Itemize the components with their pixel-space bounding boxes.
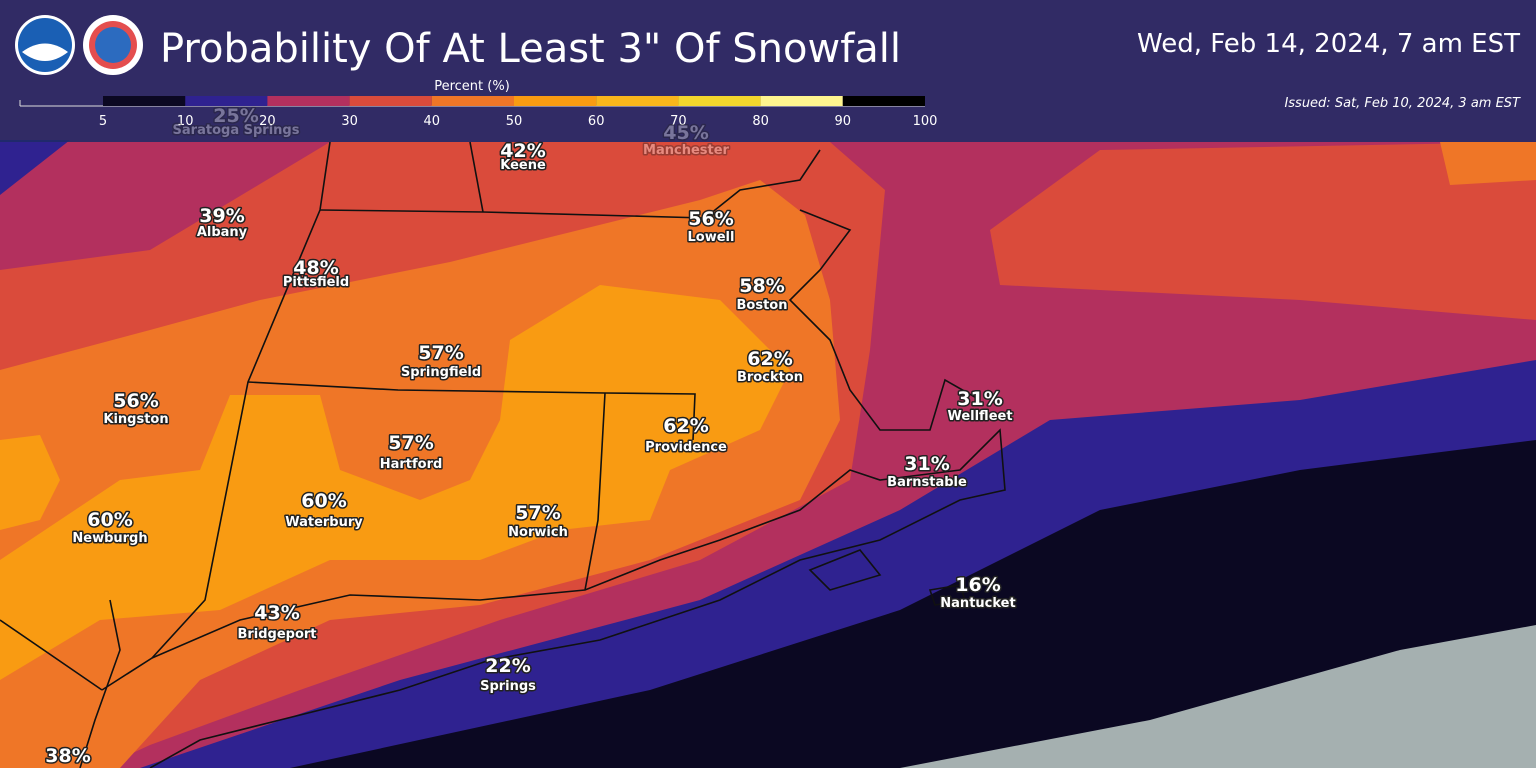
city: 25%Saratoga Springs — [171, 104, 301, 140]
city-percent: 56% — [688, 208, 733, 230]
city-name: Springs — [480, 679, 536, 694]
city: 43% Bridgeport — [236, 601, 318, 644]
city: 60%Newburgh — [71, 508, 149, 548]
legend-tick-label: 70 — [670, 114, 687, 129]
legend-tick-label: 100 — [913, 114, 938, 129]
city: 38% — [44, 744, 92, 768]
city-percent: 43% — [254, 602, 299, 624]
city-name: Newburgh — [72, 531, 147, 546]
legend-tick-label: 5 — [99, 114, 107, 129]
city: 60% Waterbury — [284, 489, 365, 532]
city: 57% Hartford — [378, 431, 444, 474]
city-name: Keene — [500, 158, 546, 173]
legend-label: Percent (%) — [434, 79, 510, 94]
city: 56%Kingston — [102, 389, 170, 429]
legend-swatch — [103, 96, 186, 106]
legend: 5 10 20 30 40 50 60 70 80 90 100 — [19, 96, 938, 129]
city-name: Lowell — [688, 230, 735, 245]
city: 39%Albany — [195, 204, 249, 242]
city: 31%Barnstable — [886, 452, 969, 492]
city-name: Springfield — [401, 365, 481, 380]
legend-tick-label: 80 — [752, 114, 769, 129]
city: 62% Providence — [644, 414, 729, 457]
city-name: Albany — [197, 225, 248, 240]
city-name: Manchester — [643, 143, 730, 158]
city: 42%Keene — [499, 139, 548, 175]
city: 57%Norwich — [507, 501, 570, 542]
city-percent: 48% — [293, 257, 338, 279]
state-borders — [0, 141, 1006, 768]
city-name: Waterbury — [285, 515, 363, 530]
city: 48%Pittsfield — [281, 256, 350, 292]
city-percent: 60% — [87, 509, 132, 531]
city-percent: 58% — [739, 275, 784, 297]
city: 16%Nantucket — [939, 573, 1017, 613]
city-name: Wellfleet — [947, 409, 1012, 424]
city: 22% Springs — [479, 654, 538, 696]
legend-tick-label: 90 — [835, 114, 852, 129]
city-percent: 39% — [199, 205, 244, 227]
city: 62%Brockton — [735, 347, 804, 387]
city-percent: 22% — [485, 655, 530, 677]
city-name: Saratoga Springs — [173, 123, 300, 138]
city: 57%Springfield — [399, 341, 482, 382]
legend-tick-label: 20 — [259, 114, 276, 129]
city-percent: 16% — [955, 574, 1000, 596]
city-percent: 57% — [418, 342, 463, 364]
title: Probability Of At Least 3" Of Snowfall — [160, 26, 901, 72]
header-band — [0, 0, 1536, 142]
city-name: Pittsfield — [283, 275, 349, 290]
legend-tick-label: 50 — [506, 114, 523, 129]
legend-tick-label: 30 — [341, 114, 358, 129]
city-percent: 38% — [45, 745, 90, 767]
city-percent: 56% — [113, 390, 158, 412]
legend-swatch — [514, 96, 597, 106]
legend-swatch — [185, 96, 268, 106]
city-name: Boston — [737, 298, 788, 313]
city-percent: 57% — [515, 502, 560, 524]
city-percent: 25% — [213, 105, 258, 127]
legend-tick-label: 10 — [177, 114, 194, 129]
city: 45%Manchester — [642, 121, 732, 160]
valid-time: Wed, Feb 14, 2024, 7 am EST — [1137, 29, 1520, 59]
legend-tick-label: 40 — [424, 114, 441, 129]
city-percent: 62% — [747, 348, 792, 370]
city-name: Nantucket — [940, 596, 1015, 611]
city: 31%Wellfleet — [946, 387, 1014, 426]
city: 56%Lowell — [686, 207, 736, 247]
city-percent: 62% — [663, 415, 708, 437]
legend-swatch — [349, 96, 432, 106]
legend-swatch — [267, 96, 350, 106]
legend-swatch — [760, 96, 843, 106]
city-percent: 31% — [957, 388, 1002, 410]
city-percent: 45% — [663, 122, 708, 144]
city-name: Kingston — [103, 412, 168, 427]
city-percent: 57% — [388, 432, 433, 454]
city-percent: 31% — [904, 453, 949, 475]
legend-swatch — [431, 96, 514, 106]
city-name: Brockton — [737, 370, 803, 385]
city-name: Bridgeport — [237, 627, 316, 642]
city-percent: 60% — [301, 490, 346, 512]
city-name: Hartford — [380, 457, 443, 472]
logos — [15, 15, 143, 75]
city-name: Norwich — [508, 525, 568, 540]
legend-swatch — [842, 96, 925, 106]
legend-swatch — [678, 96, 761, 106]
legend-swatch — [596, 96, 679, 106]
city-percent: 42% — [500, 140, 545, 162]
city-labels: 25%Saratoga Springs 45%Manchester 42%Keene… — [44, 104, 1017, 768]
legend-tick-label: 60 — [588, 114, 605, 129]
issued-time: Issued: Sat, Feb 10, 2024, 3 am EST — [1284, 96, 1521, 111]
city: 58%Boston — [735, 274, 789, 315]
city-name: Providence — [645, 440, 727, 455]
city-name: Barnstable — [887, 475, 967, 490]
